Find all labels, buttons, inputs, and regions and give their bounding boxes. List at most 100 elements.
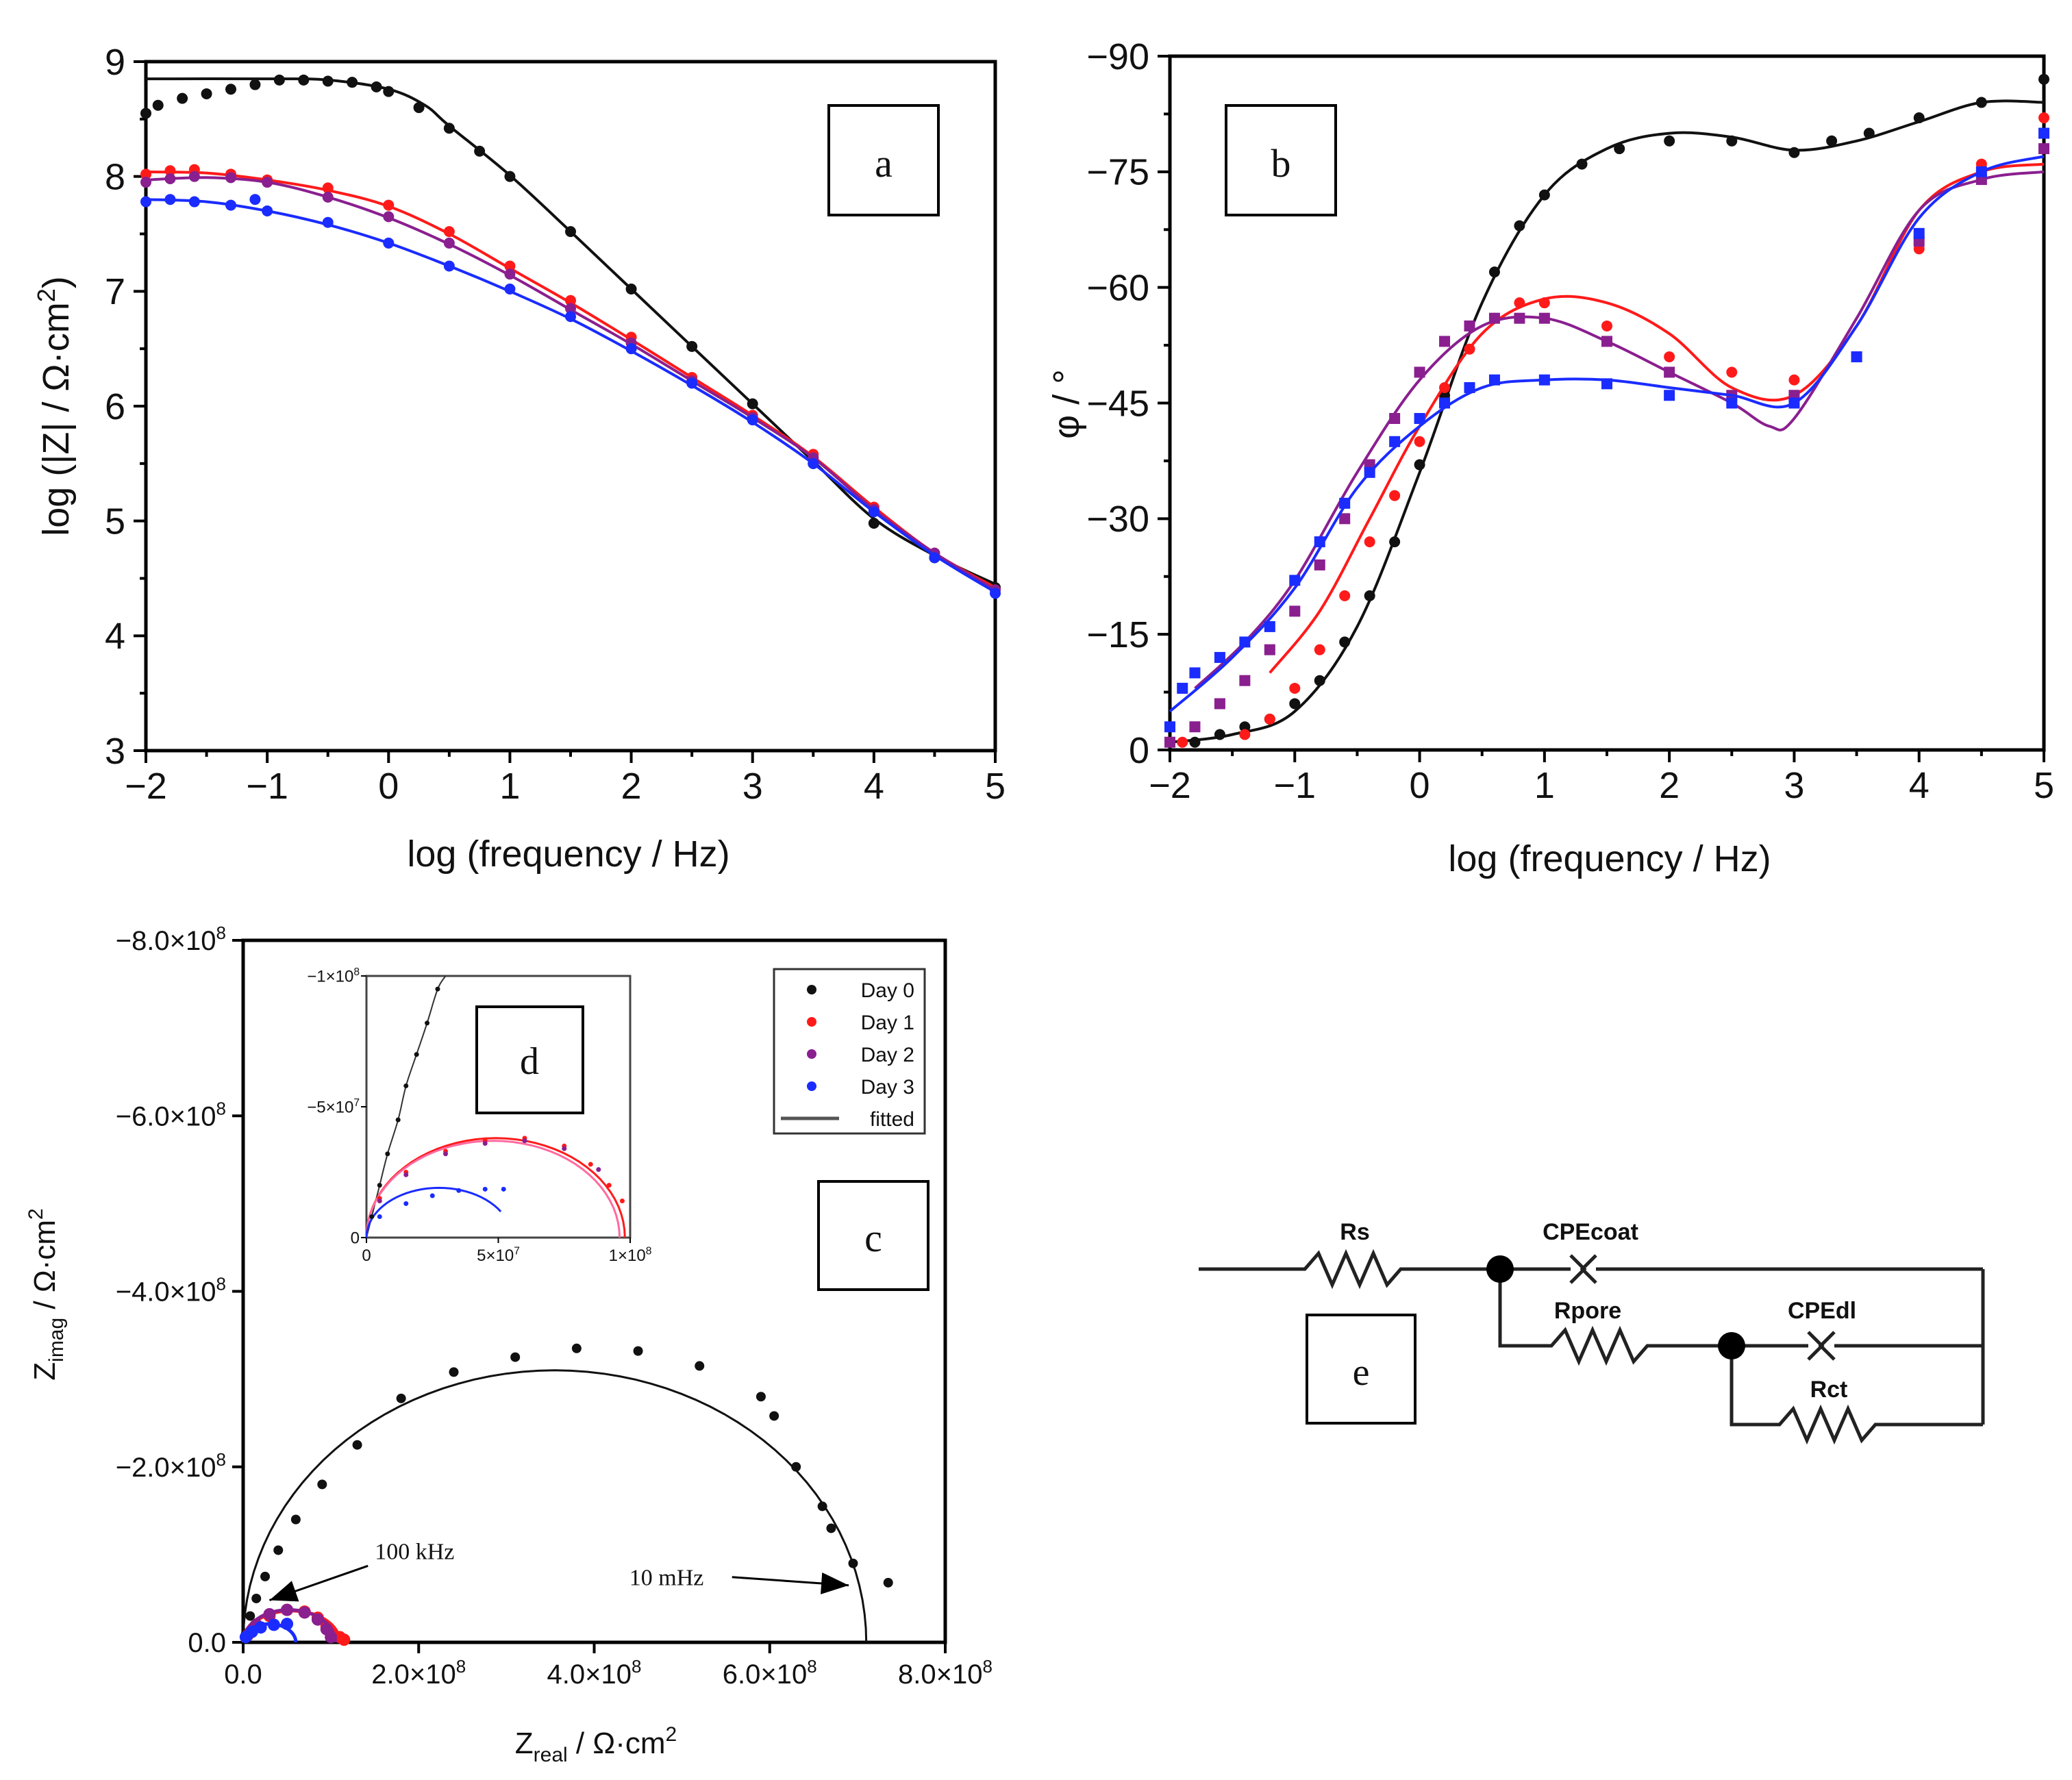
annotation-label: 10 mHz — [629, 1566, 704, 1591]
data-point-day-0 — [383, 86, 395, 97]
data-point-day-0 — [1975, 97, 1987, 108]
data-point-day-3 — [1414, 413, 1425, 425]
panel-d-ticks: 0 5×107 1×108 0 −5×107 −1×108 — [307, 966, 651, 1265]
data-point-day-1 — [1538, 297, 1550, 309]
panel-a-x-axis-label: log (frequency / Hz) — [407, 833, 729, 875]
legend-marker — [807, 1017, 816, 1027]
fit-line-day-2 — [145, 176, 997, 592]
x-tick-label: 0 — [378, 766, 399, 807]
data-point-day-0 — [273, 1545, 284, 1555]
inset-data-point-day-3 — [403, 1201, 409, 1206]
data-point-day-0 — [1614, 143, 1625, 155]
y-tick-label: 0.0 — [188, 1628, 226, 1658]
data-point-day-3 — [262, 205, 273, 216]
panel-c-label: c — [864, 1216, 882, 1260]
data-point-day-0 — [260, 1571, 271, 1581]
panel-a-label-box — [827, 104, 940, 216]
data-point-day-2 — [1439, 336, 1451, 347]
data-point-day-2 — [1214, 698, 1225, 710]
data-point-day-2 — [322, 191, 334, 203]
data-point-day-0 — [1538, 189, 1550, 201]
data-point-day-0 — [565, 226, 576, 238]
data-point-day-0 — [791, 1462, 801, 1472]
data-point-day-2 — [1464, 320, 1475, 331]
data-point-day-1 — [443, 226, 455, 238]
panel-d-data — [365, 975, 626, 1238]
cpe-coat-element-right — [1580, 1254, 1597, 1284]
data-point-day-3 — [747, 414, 758, 426]
inset-data-point-day-3 — [482, 1186, 488, 1192]
y-tick-label-exponent: 7 — [353, 1097, 360, 1109]
data-point-day-0 — [695, 1361, 705, 1371]
inset-data-point-day-3 — [429, 1193, 435, 1199]
annotation-arrow-head — [269, 1581, 299, 1602]
data-point-day-0 — [140, 108, 151, 119]
panel-a-ticks: −2 −1 0 1 2 3 4 5 3 4 5 6 7 8 9 — [105, 42, 1006, 807]
data-point-day-2 — [1414, 366, 1425, 378]
data-point-day-2 — [262, 177, 273, 188]
data-point-day-3 — [1601, 378, 1612, 390]
data-point-day-0 — [769, 1411, 779, 1421]
x-tick-label: 5 — [985, 766, 1006, 807]
data-point-day-1 — [565, 294, 576, 306]
data-point-day-2 — [1514, 312, 1525, 324]
cpe-dl-element-right — [1818, 1331, 1836, 1361]
data-point-day-1 — [1364, 536, 1375, 548]
data-point-day-3 — [188, 196, 200, 208]
data-point-day-0 — [504, 171, 516, 182]
panel-c-label-box — [817, 1180, 929, 1291]
x-tick-label: 2 — [621, 766, 642, 807]
data-point-day-2 — [225, 172, 236, 184]
y-tick-label: 8 — [105, 157, 125, 198]
rs-resistor — [1199, 1249, 1500, 1290]
x-tick-label: 1×108 — [609, 1245, 652, 1265]
data-point-day-1 — [1177, 736, 1188, 748]
y-tick-label: 9 — [105, 42, 125, 83]
data-point-day-0 — [1389, 536, 1401, 548]
fit-line-day-1 — [1269, 162, 2045, 674]
data-point-day-2 — [443, 237, 455, 249]
data-point-day-0 — [1239, 721, 1251, 733]
x-tick-label: 2 — [1659, 765, 1680, 806]
panel-c-ticks: 0.0 2.0×108 4.0×108 6.0×108 8.0×108 0.0 −2.0×1… — [116, 923, 993, 1690]
inset-data-point-day-3 — [377, 1214, 382, 1219]
data-point-day-3 — [929, 552, 940, 564]
data-point-day-0 — [249, 79, 261, 90]
legend-box — [773, 968, 926, 1135]
data-point-day-0 — [1576, 158, 1588, 170]
data-point-day-2 — [311, 1613, 324, 1626]
panel-b-data — [1164, 73, 2049, 748]
data-point-day-3 — [1389, 436, 1401, 447]
fit-line-day-0 — [145, 77, 996, 586]
fit-line-day-1 — [145, 171, 996, 589]
data-point-day-1 — [504, 260, 516, 272]
data-point-day-0 — [1664, 135, 1675, 147]
y-tick-label: −60 — [1086, 268, 1149, 309]
data-point-day-1 — [1239, 729, 1251, 740]
y-tick-label: 0 — [1129, 730, 1149, 771]
fit-semicircle-day-0 — [242, 1369, 868, 1643]
y-tick-label: −2.0×108 — [116, 1449, 226, 1483]
data-point-day-0 — [474, 145, 486, 157]
panel-c-legend: Day 0 Day 1 Day 2 Day 3 fitted — [773, 968, 926, 1135]
data-point-day-3 — [1788, 397, 1800, 409]
legend-label: fitted — [870, 1108, 914, 1131]
circuit-node-1 — [1486, 1255, 1514, 1283]
circuit-node-2 — [1718, 1332, 1745, 1359]
data-point-day-0 — [868, 518, 879, 529]
rs-label: Rs — [1340, 1219, 1369, 1245]
y-tick-label: 4 — [105, 616, 125, 657]
data-point-day-0 — [1414, 459, 1425, 471]
data-point-day-2 — [1601, 336, 1612, 347]
x-tick-label-exponent: 8 — [646, 1245, 652, 1257]
inset-data-point-day-2 — [562, 1146, 567, 1151]
data-point-day-0 — [571, 1343, 582, 1353]
data-point-day-1 — [1788, 374, 1800, 386]
data-point-day-3 — [322, 216, 334, 228]
data-point-day-0 — [371, 81, 382, 92]
inset-fit-day-2 — [365, 1140, 621, 1238]
panel-e-label: e — [1353, 1351, 1370, 1394]
panel-c-x-axis-label: Zreal / Ω·cm2 — [515, 1723, 677, 1766]
data-point-day-0 — [273, 74, 285, 86]
